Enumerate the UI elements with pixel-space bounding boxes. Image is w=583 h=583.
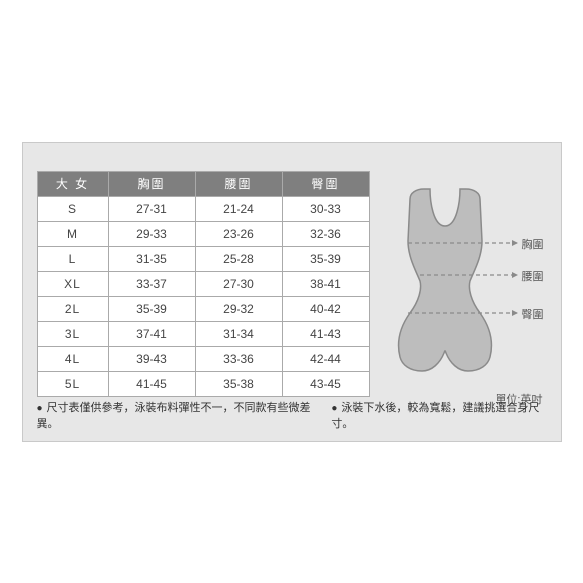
cell-size: 2L [37, 296, 108, 321]
table-row: 3L37-4131-3441-43 [37, 321, 369, 346]
cell-value: 43-45 [282, 371, 369, 396]
col-waist: 腰圍 [195, 171, 282, 196]
cell-value: 41-43 [282, 321, 369, 346]
cell-size: L [37, 246, 108, 271]
col-hip: 臀圍 [282, 171, 369, 196]
cell-value: 31-35 [108, 246, 195, 271]
table-row: 5L41-4535-3843-45 [37, 371, 369, 396]
footnote-a: 尺寸表僅供參考，泳裝布料彈性不一，不同款有些微差異。 [37, 399, 314, 431]
cell-size: S [37, 196, 108, 221]
cell-size: 3L [37, 321, 108, 346]
cell-value: 31-34 [195, 321, 282, 346]
cell-value: 25-28 [195, 246, 282, 271]
cell-value: 35-38 [195, 371, 282, 396]
col-bust: 胸圍 [108, 171, 195, 196]
cell-value: 33-36 [195, 346, 282, 371]
cell-value: 23-26 [195, 221, 282, 246]
table-row: 4L39-4333-3642-44 [37, 346, 369, 371]
callout-waist: 腰圍 [522, 268, 544, 284]
cell-value: 21-24 [195, 196, 282, 221]
swimsuit-shape-icon [398, 189, 491, 371]
size-table: 大 女 胸圍 腰圍 臀圍 S27-3121-2430-33M29-3323-26… [37, 171, 370, 397]
cell-value: 35-39 [282, 246, 369, 271]
footnote-b: 泳裝下水後，較為寬鬆，建議挑選合身尺寸。 [331, 399, 546, 431]
table-row: L31-3525-2835-39 [37, 246, 369, 271]
cell-value: 40-42 [282, 296, 369, 321]
cell-value: 27-31 [108, 196, 195, 221]
swimsuit-diagram: 胸圍 腰圍 臀圍 [370, 171, 547, 401]
swimsuit-svg [370, 171, 550, 401]
cell-size: 5L [37, 371, 108, 396]
cell-value: 39-43 [108, 346, 195, 371]
cell-size: 4L [37, 346, 108, 371]
cell-value: 29-32 [195, 296, 282, 321]
table-row: XL33-3727-3038-41 [37, 271, 369, 296]
table-header-row: 大 女 胸圍 腰圍 臀圍 [37, 171, 369, 196]
cell-value: 32-36 [282, 221, 369, 246]
content-row: 大 女 胸圍 腰圍 臀圍 S27-3121-2430-33M29-3323-26… [37, 171, 547, 401]
callout-bust: 胸圍 [522, 236, 544, 252]
cell-value: 37-41 [108, 321, 195, 346]
cell-value: 29-33 [108, 221, 195, 246]
table-body: S27-3121-2430-33M29-3323-2632-36L31-3525… [37, 196, 369, 396]
cell-value: 41-45 [108, 371, 195, 396]
cell-value: 38-41 [282, 271, 369, 296]
cell-value: 30-33 [282, 196, 369, 221]
footnotes: 尺寸表僅供參考，泳裝布料彈性不一，不同款有些微差異。 泳裝下水後，較為寬鬆，建議… [37, 399, 547, 431]
cell-value: 33-37 [108, 271, 195, 296]
cell-value: 35-39 [108, 296, 195, 321]
callout-hip: 臀圍 [522, 306, 544, 322]
cell-size: M [37, 221, 108, 246]
cell-size: XL [37, 271, 108, 296]
table-row: M29-3323-2632-36 [37, 221, 369, 246]
size-chart-card: 大 女 胸圍 腰圍 臀圍 S27-3121-2430-33M29-3323-26… [22, 142, 562, 442]
table-row: 2L35-3929-3240-42 [37, 296, 369, 321]
cell-value: 27-30 [195, 271, 282, 296]
table-row: S27-3121-2430-33 [37, 196, 369, 221]
cell-value: 42-44 [282, 346, 369, 371]
col-size: 大 女 [37, 171, 108, 196]
